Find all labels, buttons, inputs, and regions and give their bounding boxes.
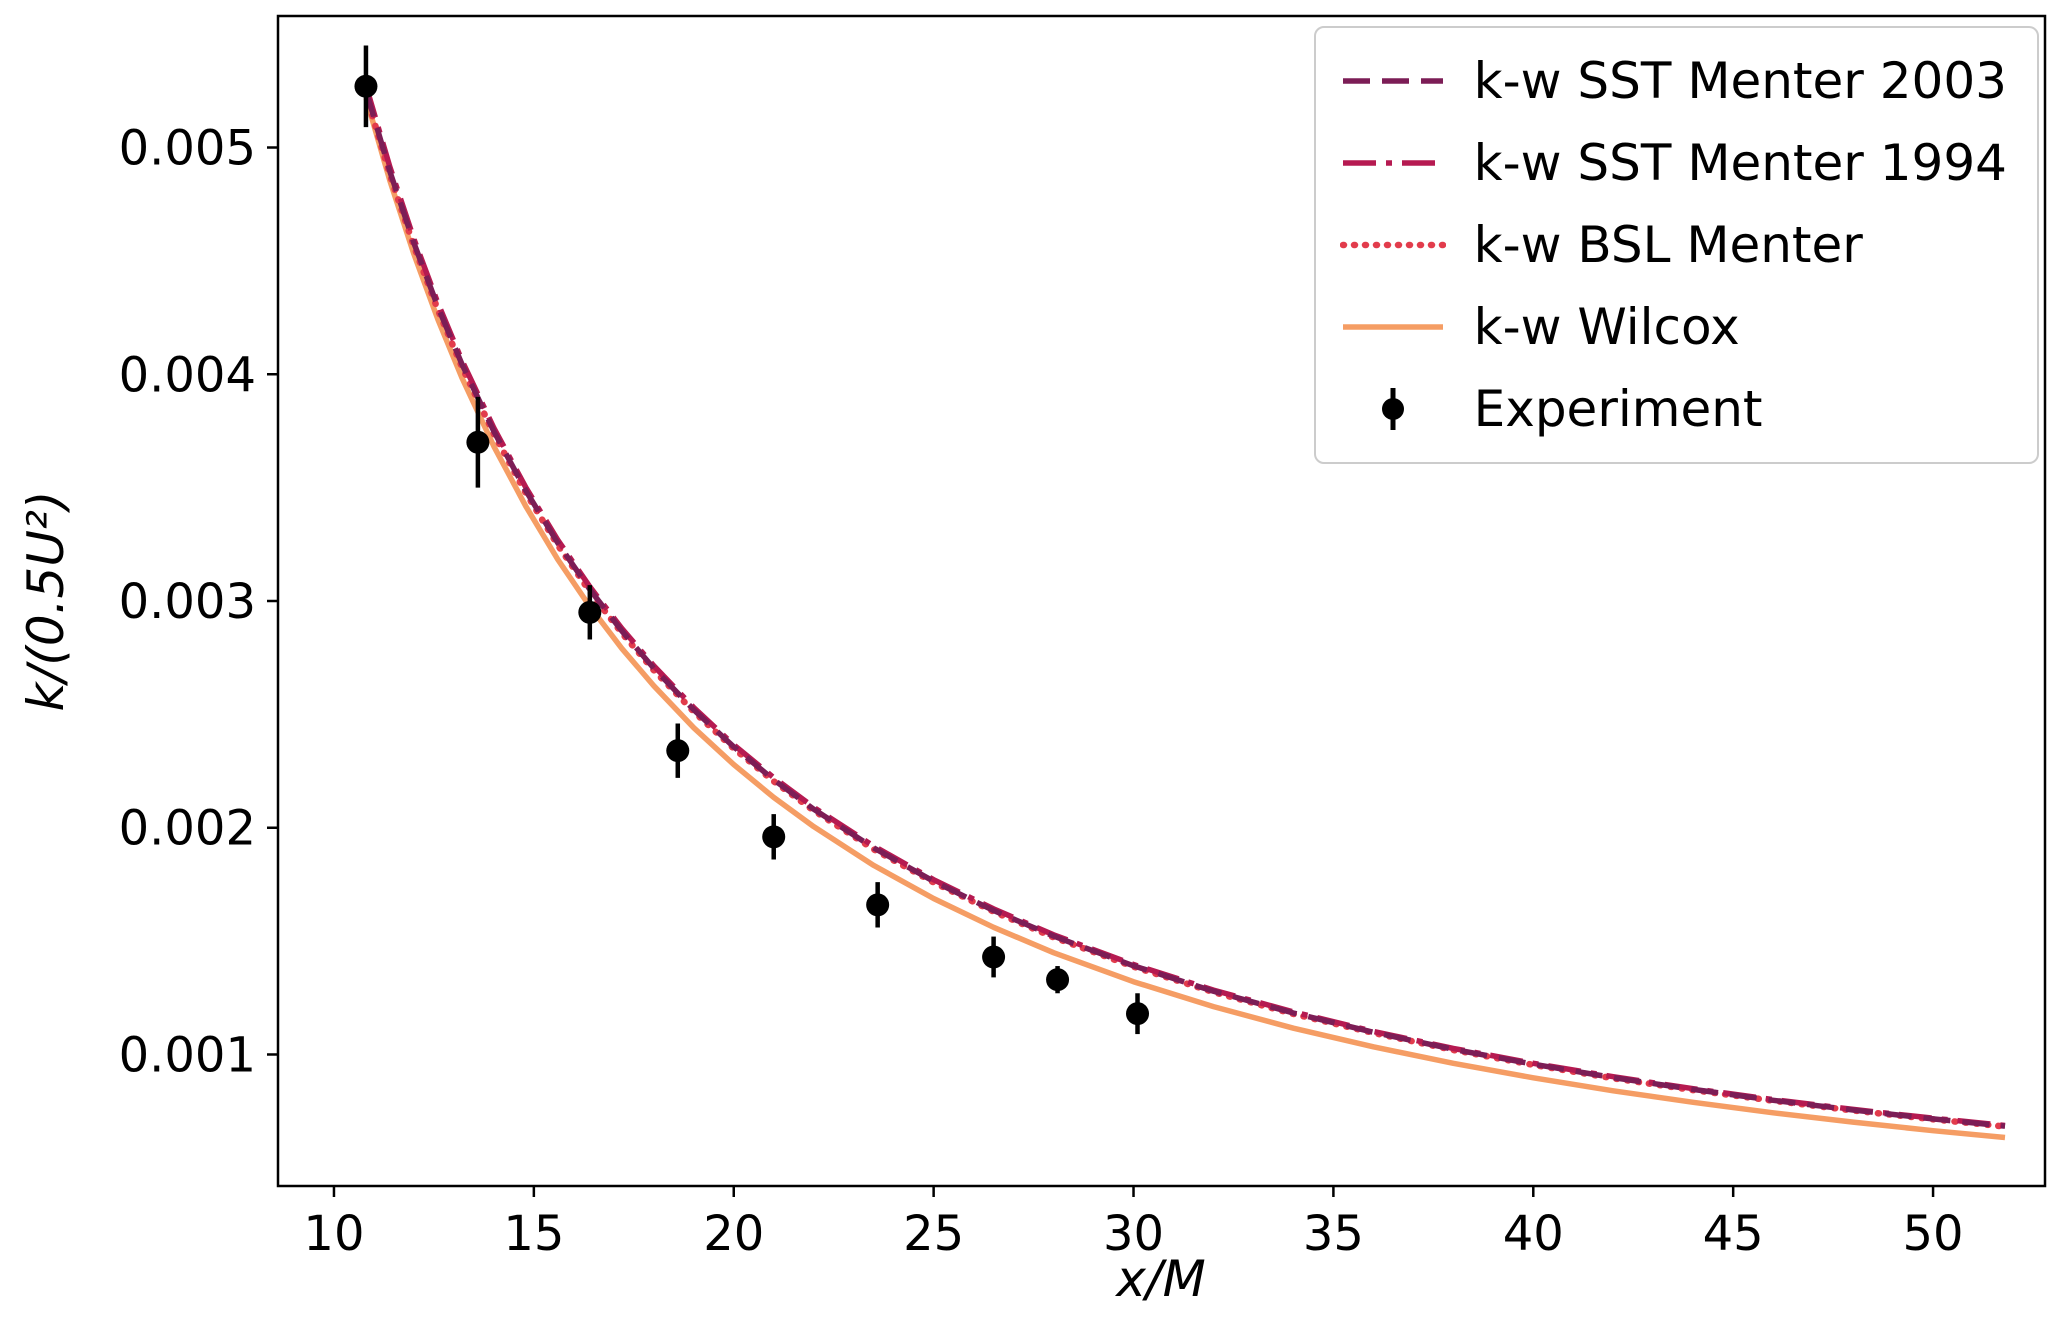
legend-line-sample-dashdot xyxy=(1342,160,1443,166)
legend-label: k-w BSL Menter xyxy=(1473,216,1863,274)
y-tick-label: 0.002 xyxy=(119,801,256,857)
legend-entry-experiment: Experiment xyxy=(1340,368,2007,450)
x-tick-label: 45 xyxy=(1703,1206,1764,1262)
series-curve-0 xyxy=(363,89,2006,1129)
legend-label: k-w SST Menter 1994 xyxy=(1473,134,2007,192)
legend-entry-sst-2003: k-w SST Menter 2003 xyxy=(1340,40,2007,122)
y-tick-label: 0.003 xyxy=(119,574,256,630)
experiment-marker xyxy=(666,739,690,763)
legend-marker-sample-experiment xyxy=(1381,388,1404,430)
y-tick-label: 0.005 xyxy=(119,121,256,177)
x-tick-label: 10 xyxy=(303,1206,364,1262)
experiment-marker xyxy=(1126,1002,1150,1026)
experiment-marker xyxy=(578,600,602,624)
experiment-marker xyxy=(762,825,786,849)
series-curve-3 xyxy=(363,97,2006,1141)
x-tick-label: 15 xyxy=(503,1206,564,1262)
legend-line-sample-solid xyxy=(1342,324,1443,330)
experiment-marker xyxy=(866,893,890,917)
legend-line-sample-dotted xyxy=(1339,241,1446,249)
x-tick-label: 25 xyxy=(903,1206,964,1262)
legend-entry-wilcox: k-w Wilcox xyxy=(1340,286,2007,368)
experiment-points xyxy=(354,45,1150,1035)
x-tick-label: 40 xyxy=(1503,1206,1564,1262)
legend-label: Experiment xyxy=(1473,380,1763,438)
x-tick-label: 20 xyxy=(703,1206,764,1262)
x-axis-label: x/M xyxy=(1116,1250,1206,1308)
legend-line-sample-dashed xyxy=(1342,78,1443,84)
x-tick-label: 30 xyxy=(1103,1206,1164,1262)
y-axis-label: k/(0.5U²) xyxy=(17,490,75,712)
experiment-marker xyxy=(982,945,1006,969)
experiment-marker xyxy=(466,430,490,454)
legend-label: k-w Wilcox xyxy=(1473,298,1740,356)
legend-label: k-w SST Menter 2003 xyxy=(1473,52,2007,110)
experiment-marker xyxy=(354,74,378,98)
axes-frame xyxy=(276,14,2047,1188)
y-tick-label: 0.001 xyxy=(119,1027,256,1083)
experiment-marker xyxy=(1046,968,1070,992)
legend: k-w SST Menter 2003 k-w SST Menter 1994 … xyxy=(1313,26,2039,464)
x-tick-label: 50 xyxy=(1903,1206,1964,1262)
legend-entry-bsl: k-w BSL Menter xyxy=(1339,204,2007,286)
y-tick-label: 0.004 xyxy=(119,347,256,403)
legend-entry-sst-1994: k-w SST Menter 1994 xyxy=(1340,122,2007,204)
x-tick-label: 35 xyxy=(1303,1206,1364,1262)
